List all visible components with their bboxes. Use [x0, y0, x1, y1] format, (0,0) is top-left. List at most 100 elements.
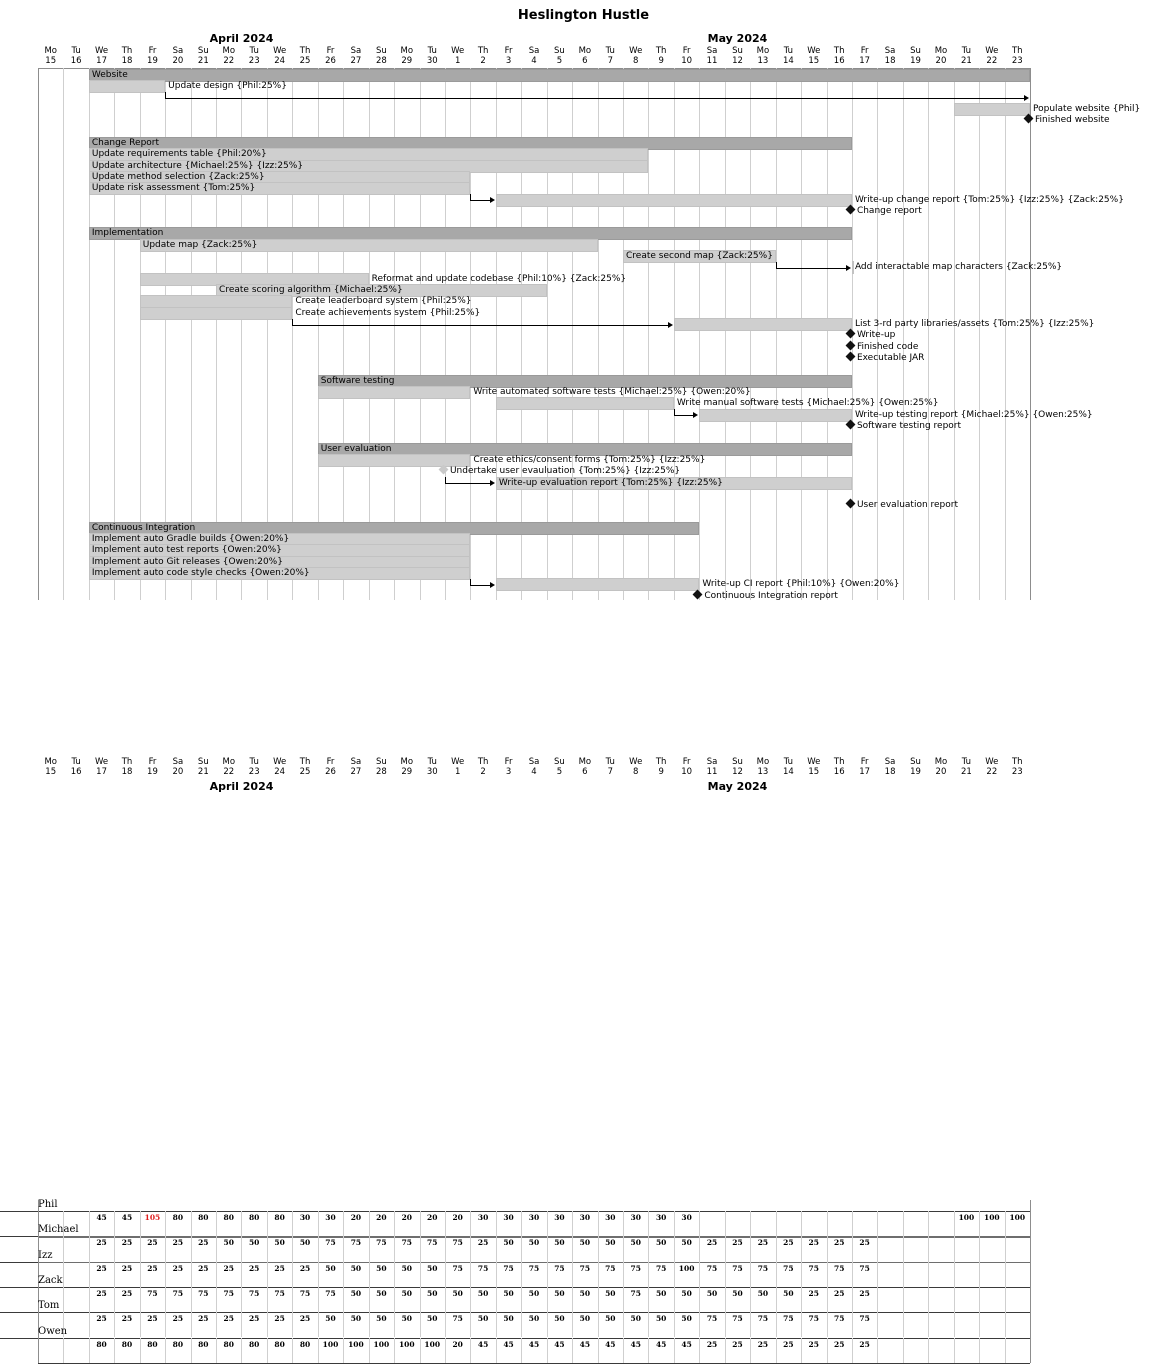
milestone[interactable]: Executable JAR — [845, 351, 924, 365]
task-bar[interactable] — [88, 567, 471, 581]
gantt-row[interactable]: Website — [0, 69, 1167, 82]
gantt-row[interactable]: Write-up testing report {Michael:25%} {O… — [0, 408, 1167, 422]
gantt-row[interactable]: Create ethics/consent forms {Tom:25%} {I… — [0, 453, 1167, 467]
day-of-month: 21 — [960, 767, 972, 777]
resource-grid-line — [63, 1261, 65, 1287]
task-bar[interactable] — [851, 261, 854, 275]
summary-bar[interactable] — [317, 442, 852, 456]
resource-grid-line — [317, 1211, 319, 1237]
resource-grid-line — [750, 1236, 752, 1262]
milestone[interactable]: Finished website — [1023, 113, 1110, 127]
resource-grid-line — [623, 1312, 625, 1338]
resource-grid-line — [521, 1286, 523, 1313]
task-bar[interactable] — [88, 182, 471, 196]
gantt-row[interactable]: Create achievements system {Phil:25%} — [0, 306, 1167, 320]
resource-allocation-value: 75 — [859, 1314, 870, 1324]
gantt-row[interactable]: Continuous Integration report — [0, 589, 1167, 603]
calendar-day-cell: Th 2 — [470, 46, 495, 66]
gantt-row[interactable]: Implement auto code style checks {Owen:2… — [0, 567, 1167, 581]
resource-allocation-value: 25 — [96, 1263, 107, 1273]
resource-allocation-value: 25 — [223, 1263, 234, 1273]
task-bar[interactable] — [139, 238, 598, 252]
day-of-week: Sa — [172, 46, 184, 56]
day-of-month: 21 — [197, 56, 209, 66]
resource-grid-line — [139, 1261, 141, 1287]
day-of-month: 5 — [556, 767, 563, 777]
gantt-row[interactable]: Finished website — [0, 113, 1167, 127]
gantt-row[interactable]: Create second map {Zack:25%} — [0, 250, 1167, 264]
task-bar[interactable] — [317, 453, 471, 467]
resource-grid-line — [1030, 1236, 1031, 1262]
resource-allocation-value: 75 — [452, 1263, 463, 1273]
day-of-week: Sa — [706, 46, 718, 56]
gantt-row[interactable]: User evaluation — [0, 442, 1167, 456]
gantt-row[interactable]: Write-up CI report {Phil:10%} {Owen:20%} — [0, 578, 1167, 592]
milestone[interactable]: Change report — [845, 204, 922, 218]
grid-line — [699, 68, 701, 600]
task-bar[interactable] — [139, 306, 293, 320]
resource-grid-line — [216, 1286, 218, 1313]
gantt-row[interactable]: Write manual software tests {Michael:25%… — [0, 397, 1167, 411]
resource-grid-line — [368, 1261, 370, 1287]
gantt-row[interactable]: Software testing report — [0, 419, 1167, 433]
gantt-row[interactable]: Write-up evaluation report {Tom:25%} {Iz… — [0, 476, 1167, 490]
resource-label-rule — [0, 1261, 38, 1263]
dependency-line-horizontal — [292, 324, 669, 326]
resource-allocation-value: 50 — [579, 1288, 591, 1298]
gantt-row[interactable]: Update risk assessment {Tom:25%} — [0, 182, 1167, 196]
gantt-row[interactable]: Write-up change report {Tom:25%} {Izz:25… — [0, 193, 1167, 207]
dependency-line-horizontal — [165, 98, 1025, 100]
task-bar[interactable] — [623, 250, 776, 264]
summary-bar[interactable] — [317, 374, 852, 388]
milestone[interactable]: Write-up — [845, 328, 895, 342]
milestone[interactable]: User evaluation report — [845, 498, 958, 512]
task-bar[interactable] — [216, 284, 547, 298]
day-of-month: 29 — [401, 767, 413, 777]
gantt-row[interactable]: User evaluation report — [0, 498, 1167, 512]
gantt-row[interactable]: Update map {Zack:25%} — [0, 238, 1167, 252]
resource-allocation-value: 50 — [681, 1238, 692, 1248]
milestone[interactable]: Software testing report — [845, 419, 961, 433]
gantt-row[interactable]: Write automated software tests {Michael:… — [0, 385, 1167, 399]
gantt-row[interactable]: Create scoring algorithm {Michael:25%} — [0, 284, 1167, 298]
gantt-row[interactable]: Finished code — [0, 340, 1167, 354]
resource-allocation-value: 30 — [655, 1213, 667, 1222]
gantt-row[interactable]: Populate website {Phil} — [0, 102, 1167, 116]
milestone[interactable]: Finished code — [845, 340, 918, 354]
gantt-row[interactable]: Undertake user evauluation {Tom:25%} {Iz… — [0, 464, 1167, 478]
resource-allocation-value: 50 — [528, 1314, 540, 1324]
resource-grid-line — [266, 1211, 268, 1237]
milestone-diamond-icon — [692, 589, 703, 600]
task-bar[interactable] — [495, 476, 852, 490]
gantt-row[interactable]: Executable JAR — [0, 351, 1167, 365]
gantt-row[interactable]: Update design {Phil:25%} — [0, 80, 1167, 94]
resource-row-separator — [38, 1286, 1030, 1288]
calendar-day-cell-footer: We 1 — [445, 757, 470, 777]
day-of-month: 10 — [681, 56, 693, 66]
resource-grid-line — [877, 1312, 879, 1338]
gantt-row[interactable]: Add interactable map characters {Zack:25… — [0, 261, 1167, 275]
task-bar[interactable] — [699, 408, 852, 422]
task-bar[interactable] — [88, 80, 166, 94]
task-bar[interactable] — [495, 193, 852, 207]
task-label: Implement auto Gradle builds {Owen:20%} — [91, 534, 290, 545]
milestone[interactable]: Continuous Integration report — [692, 589, 838, 603]
task-bar[interactable] — [317, 385, 471, 399]
task-bar[interactable] — [495, 397, 674, 411]
task-bar[interactable] — [495, 578, 700, 592]
summary-bar[interactable] — [88, 69, 1030, 82]
gantt-row[interactable]: Change report — [0, 204, 1167, 218]
calendar-day-cell-footer: We 15 — [801, 757, 826, 777]
calendar-day-cell-footer: Mo 15 — [38, 757, 63, 777]
task-bar[interactable] — [953, 102, 1030, 116]
day-of-week: Su — [732, 757, 743, 767]
gantt-row[interactable]: List 3-rd party libraries/assets {Tom:25… — [0, 318, 1167, 332]
dependency-line-vertical — [673, 409, 675, 416]
gantt-row[interactable]: Software testing — [0, 374, 1167, 388]
task-bar[interactable] — [673, 318, 852, 332]
milestone[interactable]: Undertake user evauluation {Tom:25%} {Iz… — [438, 464, 680, 478]
gantt-row[interactable]: Write-up — [0, 328, 1167, 342]
resource-grid-line — [1030, 1337, 1031, 1363]
day-of-month: 19 — [147, 767, 158, 777]
resource-allocation-value: 45 — [655, 1339, 667, 1349]
